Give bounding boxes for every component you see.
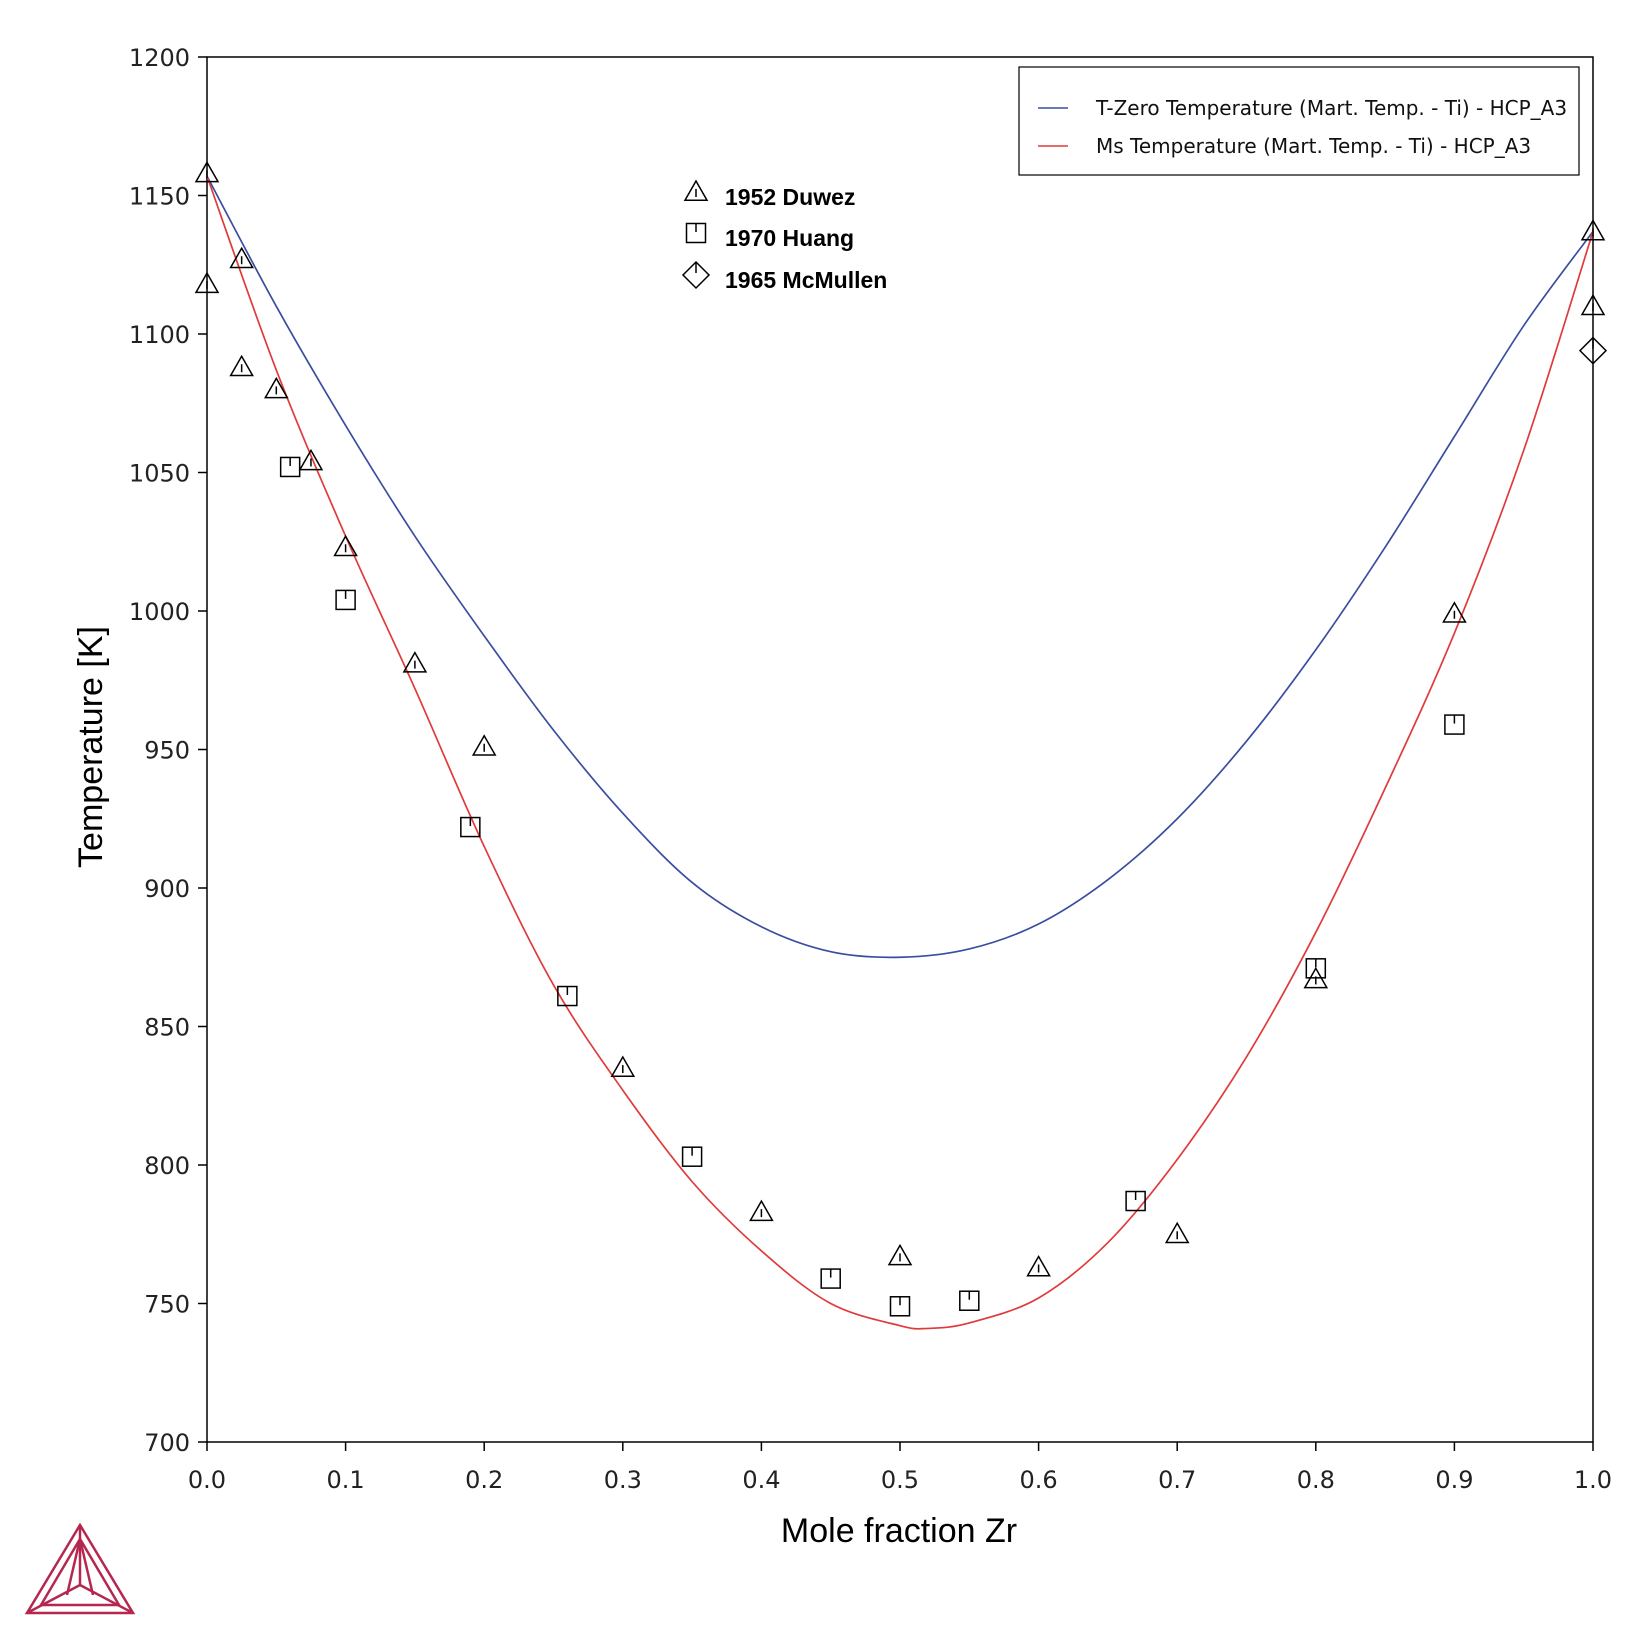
x-tick-label: 0.8: [1297, 1466, 1335, 1494]
y-tick-label: 800: [144, 1152, 190, 1180]
series-lines: [206, 175, 1594, 1330]
duwez-point: [194, 160, 220, 183]
duwez-point: [887, 1243, 913, 1266]
duwez-point: [1580, 218, 1606, 241]
y-tick-label: 950: [144, 737, 190, 765]
plot-frame: [206, 56, 1594, 1443]
y-tick-label: 1050: [129, 460, 190, 488]
y-tick-label: 1100: [129, 321, 190, 349]
huang-point: [279, 456, 301, 478]
exp-legend-triangle-icon: [683, 179, 709, 201]
duwez-point: [402, 651, 428, 673]
duwez-point: [1164, 1221, 1190, 1244]
legend-entry-ms: Ms Temperature (Mart. Temp. - Ti) - HCP_…: [1096, 134, 1531, 158]
x-tick-label: 0.7: [1158, 1466, 1196, 1494]
y-tick-label: 850: [144, 1014, 190, 1042]
huang-point: [959, 1290, 980, 1311]
y-tick-label: 1200: [129, 44, 190, 72]
y-tick-label: 1000: [129, 598, 190, 626]
duwez-point: [229, 354, 254, 377]
huang-point: [1305, 958, 1327, 979]
duwez-point: [749, 1199, 774, 1222]
exp-legend-huang: 1970 Huang: [725, 225, 854, 251]
x-tick-label: 0.0: [188, 1466, 226, 1494]
huang-point: [889, 1296, 911, 1317]
duwez-point: [194, 271, 220, 294]
duwez-point: [1026, 1254, 1051, 1277]
duwez-point: [610, 1055, 636, 1078]
x-tick-label: 0.5: [881, 1466, 919, 1494]
huang-point: [335, 589, 356, 611]
exp-legend-square-icon: [685, 222, 707, 244]
x-axis-label: Mole fraction Zr: [781, 1512, 1017, 1550]
y-axis-label: Temperature [K]: [72, 626, 110, 868]
x-tick-label: 0.6: [1020, 1466, 1058, 1494]
x-tick-label: 0.2: [465, 1466, 503, 1494]
duwez-point: [471, 734, 497, 756]
huang-point: [820, 1268, 841, 1289]
y-tick-label: 750: [144, 1291, 190, 1319]
thermo-calc-logo: [24, 1522, 136, 1615]
exp-legend-duwez: 1952 Duwez: [725, 184, 855, 210]
legend-box: [1018, 66, 1580, 176]
y-tick-label: 900: [144, 875, 190, 903]
y-tick-label: 1150: [129, 183, 190, 211]
x-tick-label: 1.0: [1574, 1466, 1612, 1494]
x-tick-label: 0.1: [327, 1466, 365, 1494]
y-tick-label: 700: [144, 1429, 190, 1457]
duwez-point: [1442, 601, 1467, 623]
duwez-point: [229, 246, 254, 269]
x-tick-label: 0.4: [742, 1466, 780, 1494]
experimental-points: [194, 160, 1608, 1317]
duwez-point: [298, 448, 324, 471]
huang-point: [1444, 714, 1465, 735]
experimental-legend: 1952 Duwez 1970 Huang 1965 McMullen: [681, 179, 887, 293]
duwez-point: [333, 534, 358, 557]
duwez-point: [1580, 293, 1606, 316]
huang-point: [681, 1146, 703, 1167]
y-axis: 700 750 800 850 900 950 1000 1050 1100 1150 1200: [129, 44, 207, 1457]
t-zero-temperature-line: [206, 175, 1594, 959]
ms-temperature-line: [206, 175, 1594, 1330]
mcmullen-point: [1578, 336, 1608, 365]
legend: T-Zero Temperature (Mart. Temp. - Ti) - …: [1018, 66, 1580, 176]
x-tick-label: 0.9: [1435, 1466, 1473, 1494]
x-axis: 0.0 0.1 0.2 0.3 0.4 0.5 0.6 0.7 0.8 0.9 1.0: [188, 1442, 1612, 1494]
legend-entry-t-zero: T-Zero Temperature (Mart. Temp. - Ti) - …: [1095, 96, 1567, 120]
huang-point: [460, 816, 481, 838]
duwez-point: [264, 376, 289, 399]
huang-point: [1125, 1190, 1146, 1212]
huang-point: [557, 985, 578, 1007]
x-tick-label: 0.3: [604, 1466, 642, 1494]
exp-legend-diamond-icon: [681, 260, 711, 290]
exp-legend-mcmullen: 1965 McMullen: [725, 267, 887, 293]
